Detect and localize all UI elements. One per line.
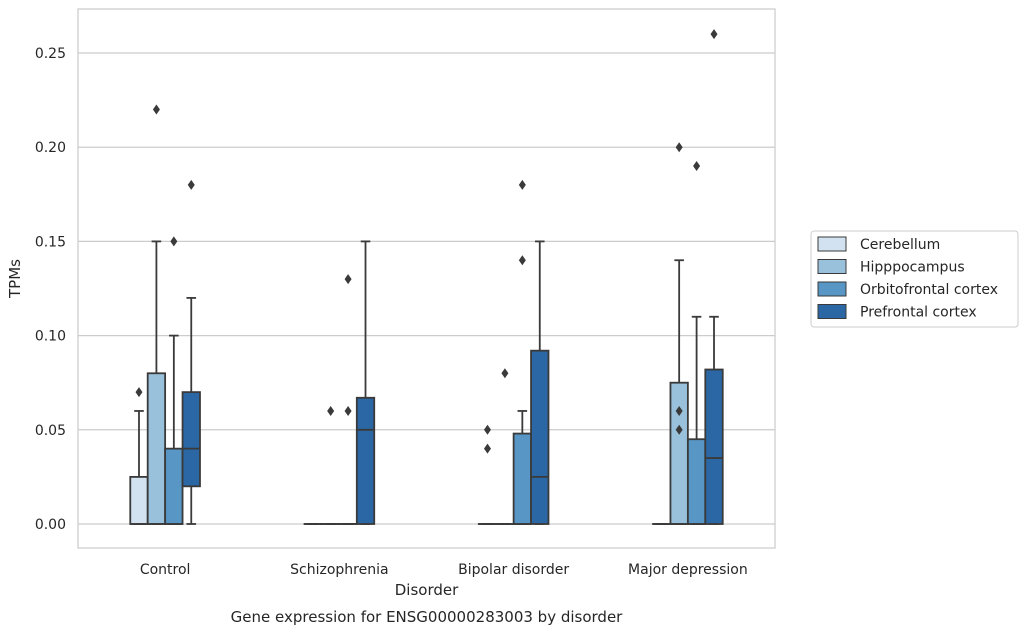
box-iqr bbox=[686, 438, 707, 525]
y-tick-label: 0.10 bbox=[35, 329, 66, 345]
x-tick-label: Bipolar disorder bbox=[458, 562, 569, 578]
outlier-point bbox=[518, 255, 526, 266]
box-prefrontal-cortex bbox=[181, 179, 201, 525]
y-tick-label: 0.20 bbox=[35, 140, 66, 156]
outlier-point bbox=[187, 179, 195, 190]
box-orbitofrontal-cortex bbox=[686, 161, 707, 525]
box-hipppocampus bbox=[146, 104, 167, 525]
box-cerebellum bbox=[477, 424, 498, 525]
box-iqr bbox=[355, 396, 376, 525]
box-cerebellum bbox=[129, 387, 149, 525]
y-tick-label: 0.05 bbox=[35, 423, 66, 439]
outlier-point bbox=[483, 443, 491, 454]
box-iqr bbox=[669, 381, 689, 525]
y-tick-labels: 0.00 0.05 0.10 0.15 0.20 0.25 bbox=[35, 46, 66, 533]
outlier-point bbox=[675, 424, 683, 435]
outlier-point bbox=[170, 236, 178, 247]
outlier-point bbox=[135, 387, 143, 398]
box-iqr bbox=[704, 368, 724, 525]
outlier-point bbox=[518, 179, 526, 190]
box-prefrontal-cortex bbox=[530, 240, 550, 525]
box-iqr bbox=[146, 372, 167, 525]
legend-items: Cerebellum Hipppocampus Orbitofrontal cort… bbox=[817, 236, 998, 321]
legend-label: Orbitofrontal cortex bbox=[860, 282, 998, 298]
box-orbitofrontal-cortex bbox=[338, 274, 358, 525]
box-iqr bbox=[164, 447, 184, 525]
outlier-point bbox=[501, 368, 509, 379]
y-axis-title: TPMs bbox=[6, 259, 24, 299]
legend-swatch bbox=[817, 236, 847, 252]
x-tick-label: Control bbox=[140, 562, 191, 578]
outlier-point bbox=[710, 29, 718, 40]
box-hipppocampus bbox=[321, 405, 341, 525]
legend-swatch bbox=[817, 304, 847, 319]
box-iqr bbox=[129, 475, 149, 525]
box-hipppocampus bbox=[495, 368, 515, 525]
box-orbitofrontal-cortex bbox=[512, 179, 532, 525]
legend-label: Cerebellum bbox=[860, 237, 940, 253]
legend-label: Prefrontal cortex bbox=[860, 305, 977, 321]
outlier-point bbox=[483, 424, 491, 435]
x-tick-label: Schizophrenia bbox=[290, 562, 388, 578]
x-tick-label: Major depression bbox=[628, 562, 748, 578]
legend-frame bbox=[810, 230, 1019, 328]
outlier-point bbox=[327, 405, 335, 416]
legend-swatch bbox=[817, 259, 847, 274]
outlier-point bbox=[152, 104, 160, 115]
plot-area-frame bbox=[77, 8, 776, 549]
x-tick-labels: Control Schizophrenia Bipolar disorder Majo… bbox=[140, 562, 748, 578]
box-iqr bbox=[530, 349, 550, 525]
box-hipppocampus bbox=[669, 142, 689, 525]
box-prefrontal-cortex bbox=[704, 29, 724, 525]
outlier-point bbox=[675, 142, 683, 153]
y-tick-label: 0.00 bbox=[35, 517, 66, 533]
outlier-point bbox=[675, 405, 683, 416]
outlier-point bbox=[344, 405, 352, 416]
chart-caption: Gene expression for ENSG00000283003 by d… bbox=[231, 608, 624, 626]
box-prefrontal-cortex bbox=[355, 240, 376, 525]
legend-label: Hipppocampus bbox=[860, 260, 965, 276]
legend: Cerebellum Hipppocampus Orbitofrontal cort… bbox=[810, 230, 1019, 328]
legend-swatch bbox=[817, 281, 847, 297]
box-iqr bbox=[181, 391, 201, 488]
y-tick-label: 0.15 bbox=[35, 234, 66, 250]
y-tick-label: 0.25 bbox=[35, 46, 66, 62]
box-iqr bbox=[512, 432, 532, 525]
outlier-point bbox=[344, 274, 352, 285]
x-axis-title: Disorder bbox=[395, 581, 459, 599]
box-orbitofrontal-cortex bbox=[164, 236, 184, 525]
outlier-point bbox=[693, 161, 701, 172]
boxes bbox=[129, 29, 724, 525]
